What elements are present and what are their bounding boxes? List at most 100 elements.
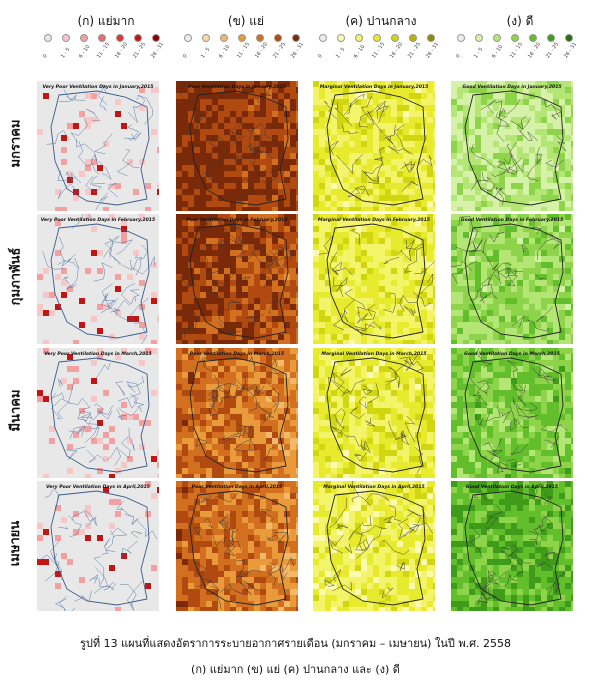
- raster-cell: [290, 244, 296, 250]
- district-boundary: [480, 284, 493, 304]
- raster-cell: [242, 316, 248, 322]
- district-boundary: [324, 100, 337, 120]
- raster-cell: [97, 268, 103, 274]
- raster-cell: [103, 292, 109, 298]
- raster-cell: [127, 378, 133, 384]
- raster-cell: [296, 360, 298, 366]
- raster-cell: [457, 262, 463, 268]
- raster-cell: [188, 93, 194, 99]
- raster-cell: [266, 414, 272, 420]
- raster-cell: [73, 262, 79, 268]
- district-boundary: [239, 275, 251, 285]
- raster-cell: [248, 99, 254, 105]
- raster-cell: [260, 408, 266, 414]
- raster-cell: [331, 177, 337, 183]
- raster-cell: [230, 250, 236, 256]
- raster-cell: [355, 153, 361, 159]
- raster-cell: [157, 165, 159, 171]
- district-boundary: [239, 239, 253, 258]
- raster-cell: [73, 286, 79, 292]
- raster-cell: [433, 105, 435, 111]
- raster-cell: [535, 111, 541, 117]
- raster-cell: [499, 256, 505, 262]
- raster-cell: [433, 129, 435, 135]
- raster-cell: [403, 135, 409, 141]
- raster-cell: [115, 250, 121, 256]
- raster-cell: [49, 354, 55, 360]
- raster-cell: [517, 141, 523, 147]
- raster-cell: [91, 432, 97, 438]
- raster-cell: [85, 256, 91, 262]
- raster-cell: [355, 189, 361, 195]
- raster-cell: [145, 316, 151, 322]
- raster-cell: [206, 220, 212, 226]
- raster-cell: [266, 310, 272, 316]
- raster-cell: [433, 220, 435, 226]
- map-raster: [313, 214, 435, 344]
- raster-cell: [212, 195, 218, 201]
- raster-cell: [176, 390, 182, 396]
- district-boundary: [58, 97, 86, 103]
- raster-cell: [427, 81, 433, 87]
- raster-cell: [565, 334, 571, 340]
- raster-cell: [67, 111, 73, 117]
- raster-cell: [103, 316, 109, 322]
- raster-cell: [37, 220, 43, 226]
- legend-label: 26 - 31: [150, 41, 166, 60]
- raster-cell: [421, 171, 427, 177]
- raster-cell: [236, 450, 242, 456]
- raster-cell: [49, 195, 55, 201]
- raster-cell: [493, 262, 499, 268]
- raster-cell: [73, 378, 79, 384]
- raster-cell: [200, 348, 206, 354]
- raster-cell: [475, 316, 481, 322]
- raster-cell: [212, 316, 218, 322]
- raster-cell: [224, 334, 230, 340]
- raster-cell: [559, 183, 565, 189]
- raster-cell: [541, 123, 547, 129]
- raster-cell: [535, 340, 541, 344]
- raster-cell: [337, 348, 343, 354]
- raster-cell: [97, 141, 103, 147]
- raster-cell: [37, 462, 43, 468]
- raster-cell: [236, 372, 242, 378]
- raster-cell: [61, 360, 67, 366]
- raster-cell: [421, 195, 427, 201]
- raster-cell: [278, 226, 284, 232]
- raster-cell: [103, 340, 109, 344]
- raster-cell: [133, 456, 139, 462]
- raster-cell: [571, 81, 573, 87]
- raster-cell: [493, 232, 499, 238]
- raster-cell: [571, 280, 573, 286]
- raster-cell: [343, 214, 349, 220]
- raster-cell: [290, 207, 296, 211]
- raster-cell: [55, 444, 61, 450]
- raster-cell: [55, 238, 61, 244]
- raster-cell: [91, 147, 97, 153]
- raster-cell: [236, 462, 242, 468]
- raster-cell: [266, 171, 272, 177]
- raster-cell: [361, 250, 367, 256]
- raster-cell: [115, 348, 121, 354]
- raster-cell: [109, 117, 115, 123]
- raster-cell: [296, 238, 298, 244]
- legend-swatch: [238, 34, 246, 42]
- raster-cell: [517, 153, 523, 159]
- raster-cell: [266, 201, 272, 207]
- raster-cell: [212, 93, 218, 99]
- district-boundary: [118, 406, 142, 416]
- raster-cell: [505, 105, 511, 111]
- raster-cell: [571, 244, 573, 250]
- raster-cell: [157, 390, 159, 396]
- raster-cell: [121, 238, 127, 244]
- column-header-very-poor: (ก) แย่มาก: [77, 14, 135, 28]
- raster-cell: [236, 207, 242, 211]
- region-outline: [326, 223, 426, 339]
- district-boundary: [505, 267, 516, 280]
- legend-label: 26 - 31: [563, 41, 579, 60]
- raster-cell: [242, 348, 248, 354]
- raster-cell: [139, 316, 145, 322]
- raster-cell: [367, 334, 373, 340]
- raster-cell: [230, 334, 236, 340]
- raster-cell: [91, 262, 97, 268]
